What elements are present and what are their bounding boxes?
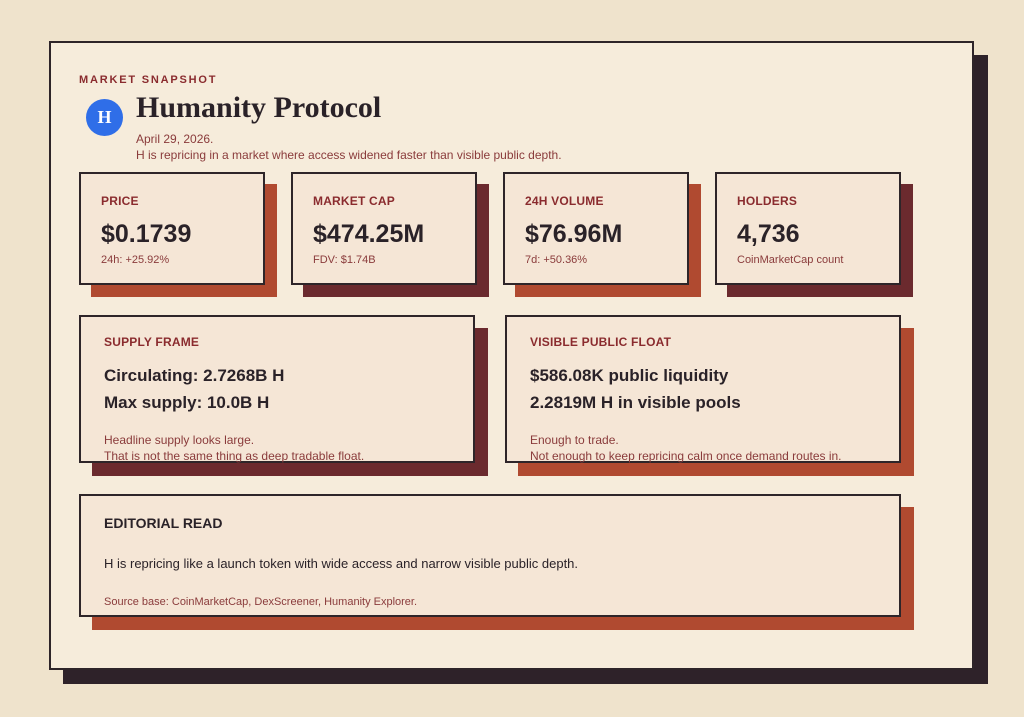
metric-label: PRICE xyxy=(101,194,139,208)
metric-value: $0.1739 xyxy=(101,220,192,248)
panel-title: VISIBLE PUBLIC FLOAT xyxy=(530,335,672,349)
metric-value: $76.96M xyxy=(525,220,623,248)
metric-label: HOLDERS xyxy=(737,194,798,208)
editorial-source: Source base: CoinMarketCap, DexScreener,… xyxy=(104,596,418,608)
metric-card: 24H VOLUME $76.96M 7d: +50.36% xyxy=(503,172,689,285)
panel: SUPPLY FRAME Circulating: 2.7268B H Max su… xyxy=(79,315,475,463)
panel-line: $586.08K public liquidity xyxy=(530,366,729,385)
eyebrow: MARKET SNAPSHOT xyxy=(79,74,218,86)
metric-label: 24H VOLUME xyxy=(525,194,604,208)
metric-card: MARKET CAP $474.25M FDV: $1.74B xyxy=(291,172,477,285)
panel-line: Circulating: 2.7268B H xyxy=(104,366,285,385)
panel-line: Max supply: 10.0B H xyxy=(104,393,270,412)
panel-note: That is not the same thing as deep trada… xyxy=(104,449,365,463)
metric-note: CoinMarketCap count xyxy=(737,254,844,266)
title: Humanity Protocol xyxy=(136,91,382,124)
panel-note: Not enough to keep repricing calm once d… xyxy=(530,449,842,463)
panel-note: Enough to trade. xyxy=(530,433,619,447)
metric-card: PRICE $0.1739 24h: +25.92% xyxy=(79,172,265,285)
panel: VISIBLE PUBLIC FLOAT $586.08K public liqu… xyxy=(505,315,901,463)
editorial-title: EDITORIAL READ xyxy=(104,515,223,531)
metric-note: FDV: $1.74B xyxy=(313,254,376,266)
metric-card: HOLDERS 4,736 CoinMarketCap count xyxy=(715,172,901,285)
editorial-body: H is repricing like a launch token with … xyxy=(104,556,579,571)
metric-value: $474.25M xyxy=(313,220,425,248)
metric-note: 7d: +50.36% xyxy=(525,254,588,266)
metric-note: 24h: +25.92% xyxy=(101,254,170,266)
date: April 29, 2026. xyxy=(136,132,214,146)
panel-title: SUPPLY FRAME xyxy=(104,335,200,349)
metric-value: 4,736 xyxy=(737,220,800,248)
panel-line: 2.2819M H in visible pools xyxy=(530,393,741,412)
editorial: EDITORIAL READ H is repricing like a lau… xyxy=(79,494,901,617)
summary: H is repricing in a market where access … xyxy=(136,148,562,162)
panel-note: Headline supply looks large. xyxy=(104,433,255,447)
logo: H xyxy=(86,99,123,136)
metric-label: MARKET CAP xyxy=(313,194,395,208)
